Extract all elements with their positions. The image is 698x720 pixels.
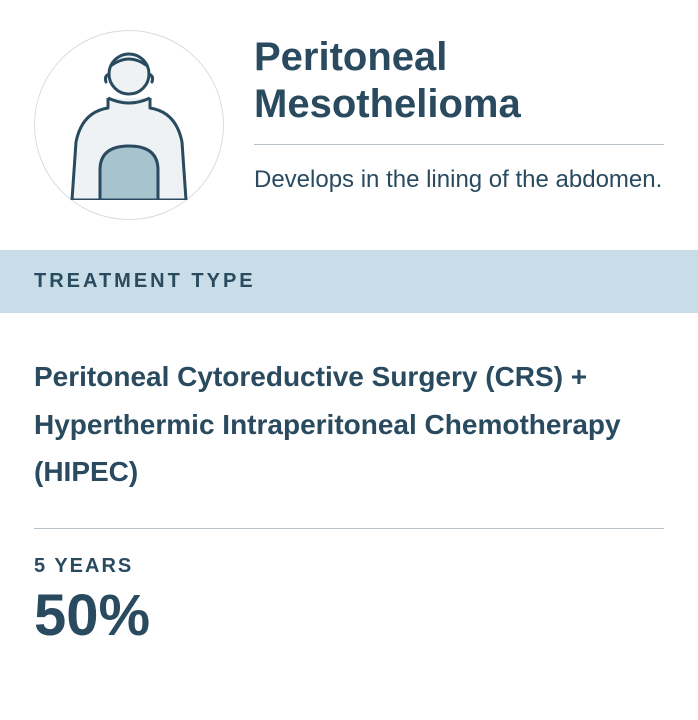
icon-circle [34, 30, 224, 220]
header-text: Peritoneal Mesothelioma Develops in the … [254, 30, 664, 199]
body-rule [34, 528, 664, 529]
header: Peritoneal Mesothelioma Develops in the … [0, 0, 698, 250]
treatment-name: Peritoneal Cytoreductive Surgery (CRS) +… [34, 353, 664, 496]
title-rule [254, 144, 664, 145]
stat-value: 50% [34, 584, 664, 648]
page-subtitle: Develops in the lining of the abdomen. [254, 161, 664, 198]
stat-label: 5 YEARS [34, 555, 664, 578]
section-bar: TREATMENT TYPE [0, 250, 698, 313]
section-label: TREATMENT TYPE [34, 270, 256, 292]
body-section: Peritoneal Cytoreductive Surgery (CRS) +… [0, 313, 698, 648]
page-title: Peritoneal Mesothelioma [254, 34, 664, 128]
torso-abdomen-icon [64, 50, 194, 200]
